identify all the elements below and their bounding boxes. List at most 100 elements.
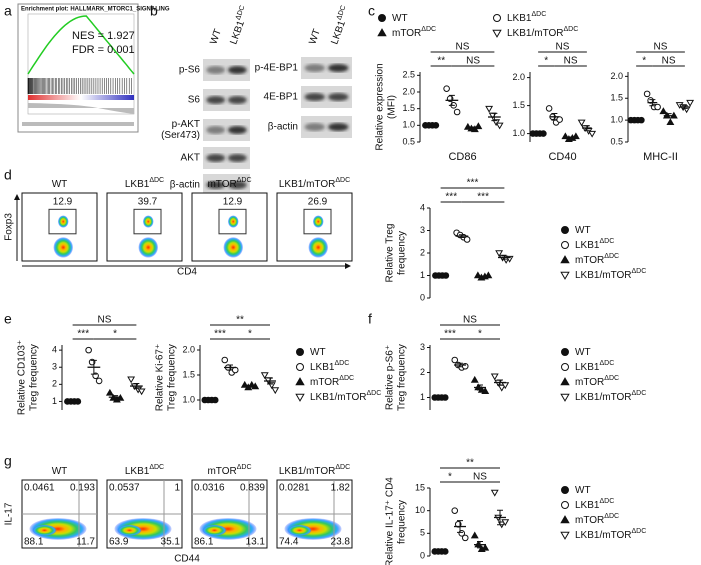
group-superscript: ΔDC xyxy=(335,464,350,471)
group-superscript: ΔDC xyxy=(599,498,614,505)
flow-y-label: Foxp3 xyxy=(4,213,15,241)
y-tick-label: 4 xyxy=(52,345,57,355)
data-point xyxy=(659,107,668,115)
data-point xyxy=(495,122,504,130)
y-axis-label: (MFI) xyxy=(387,95,398,119)
y-tick-label: 1.5 xyxy=(512,100,525,110)
group-label: LKB1/mTORΔDC xyxy=(279,464,350,476)
group-superscript: ΔDC xyxy=(336,5,348,21)
y-tick-label: 0 xyxy=(420,550,425,560)
group-label: WT xyxy=(208,28,224,46)
category-label: CD40 xyxy=(548,151,576,163)
quadrant-frequency: 86.1 xyxy=(194,537,214,548)
quadrant-frequency: 88.1 xyxy=(24,537,44,548)
significance-label: NS xyxy=(466,56,480,67)
error-bar xyxy=(497,379,503,386)
group-name: LKB1/mTOR xyxy=(575,270,632,281)
quadrant-frequency: 0.0316 xyxy=(194,483,225,494)
category-label: CD86 xyxy=(448,151,476,163)
significance-label: * xyxy=(448,472,452,483)
data-point xyxy=(451,507,459,514)
y-axis-label: frequency xyxy=(397,231,408,275)
group-label: LKB1/mTORΔDC xyxy=(310,390,381,402)
group-label: LKB1ΔDC xyxy=(125,177,164,189)
group-name: mTOR xyxy=(207,179,236,190)
group-name: LKB1 xyxy=(125,466,150,477)
blot-membrane xyxy=(203,174,250,196)
error-bar xyxy=(133,382,140,390)
group-label: WT xyxy=(52,179,68,190)
significance-label: *** xyxy=(444,329,456,340)
group-name: LKB1/mTOR xyxy=(575,530,632,541)
group-label: mTORΔDC xyxy=(207,464,251,476)
data-point xyxy=(686,99,695,107)
data-point xyxy=(453,108,461,116)
y-tick-label: 2.0 xyxy=(182,344,195,354)
blot-row-label: S6 xyxy=(188,95,201,106)
group-label: WT xyxy=(392,13,408,24)
quadrant-frequency: 0.0461 xyxy=(24,483,55,494)
gsea-frame xyxy=(17,3,139,133)
group-superscript: ΔDC xyxy=(335,177,350,184)
y-axis-label: Relative p-S6⁺ xyxy=(385,345,396,410)
quadrant-frequency: 1.82 xyxy=(331,483,351,494)
legend-marker xyxy=(377,28,387,37)
y-tick-label: 1.0 xyxy=(610,115,623,125)
nes: NES = 1.927 xyxy=(72,30,135,42)
gate xyxy=(133,208,162,235)
error-bar xyxy=(267,377,273,385)
significance-label: * xyxy=(478,329,482,340)
group-superscript: ΔDC xyxy=(599,238,614,245)
y-axis-label: Relative IL-17⁺ CD4 xyxy=(385,477,396,565)
error-bar xyxy=(480,275,487,278)
panel-label: b xyxy=(150,3,158,19)
error-bar xyxy=(551,112,558,121)
group-superscript: ΔDC xyxy=(367,390,382,397)
y-tick-label: 2.0 xyxy=(512,72,525,82)
significance-label: NS xyxy=(654,42,668,53)
data-point xyxy=(137,388,146,396)
error-bar xyxy=(457,520,463,533)
y-tick-label: 2 xyxy=(420,247,425,257)
legend-marker xyxy=(560,393,570,402)
group-label: LKB1ΔDC xyxy=(575,498,614,510)
data-point xyxy=(221,356,229,364)
significance-label: NS xyxy=(662,56,676,67)
group-label: WT xyxy=(575,347,591,358)
quadrant-frequency: 74.4 xyxy=(279,537,299,548)
group-label: LKB1ΔDC xyxy=(328,5,353,46)
error-bar xyxy=(665,113,672,119)
gate-frequency: 12.9 xyxy=(223,196,243,207)
significance-label: NS xyxy=(98,315,112,326)
group-superscript: ΔDC xyxy=(632,268,647,275)
y-axis-label: Treg frequency xyxy=(167,344,178,411)
rank-bar xyxy=(28,95,134,100)
group-superscript: ΔDC xyxy=(421,26,436,33)
legend-marker xyxy=(295,393,305,402)
group-label: LKB1/mTORΔDC xyxy=(575,390,646,402)
group-label: mTORΔDC xyxy=(575,375,619,387)
panel-label: c xyxy=(368,3,375,19)
data-point xyxy=(271,387,280,395)
error-bar xyxy=(681,105,688,109)
panel-label: e xyxy=(4,311,12,327)
blot-band xyxy=(227,96,247,104)
quadrant-frequency: 0.193 xyxy=(70,483,95,494)
flow-x-label: CD44 xyxy=(174,554,200,565)
group-label: LKB1ΔDC xyxy=(575,238,614,250)
significance-label: *** xyxy=(467,178,479,189)
group-superscript: ΔDC xyxy=(149,177,164,184)
y-tick-label: 0.5 xyxy=(610,136,623,146)
cell-population xyxy=(223,237,243,258)
data-point xyxy=(666,118,675,126)
blot-membrane xyxy=(203,89,250,111)
blot-row-label: p-S6 xyxy=(179,65,201,76)
legend-marker xyxy=(560,255,570,264)
cell-population xyxy=(53,237,73,258)
error-bar xyxy=(247,385,253,387)
blot-row-label: 4E-BP1 xyxy=(264,92,299,103)
quadrant-frequency: 23.8 xyxy=(331,537,351,548)
blot-membrane xyxy=(203,119,250,141)
group-label: mTORΔDC xyxy=(575,253,619,265)
cell-population xyxy=(138,237,158,258)
